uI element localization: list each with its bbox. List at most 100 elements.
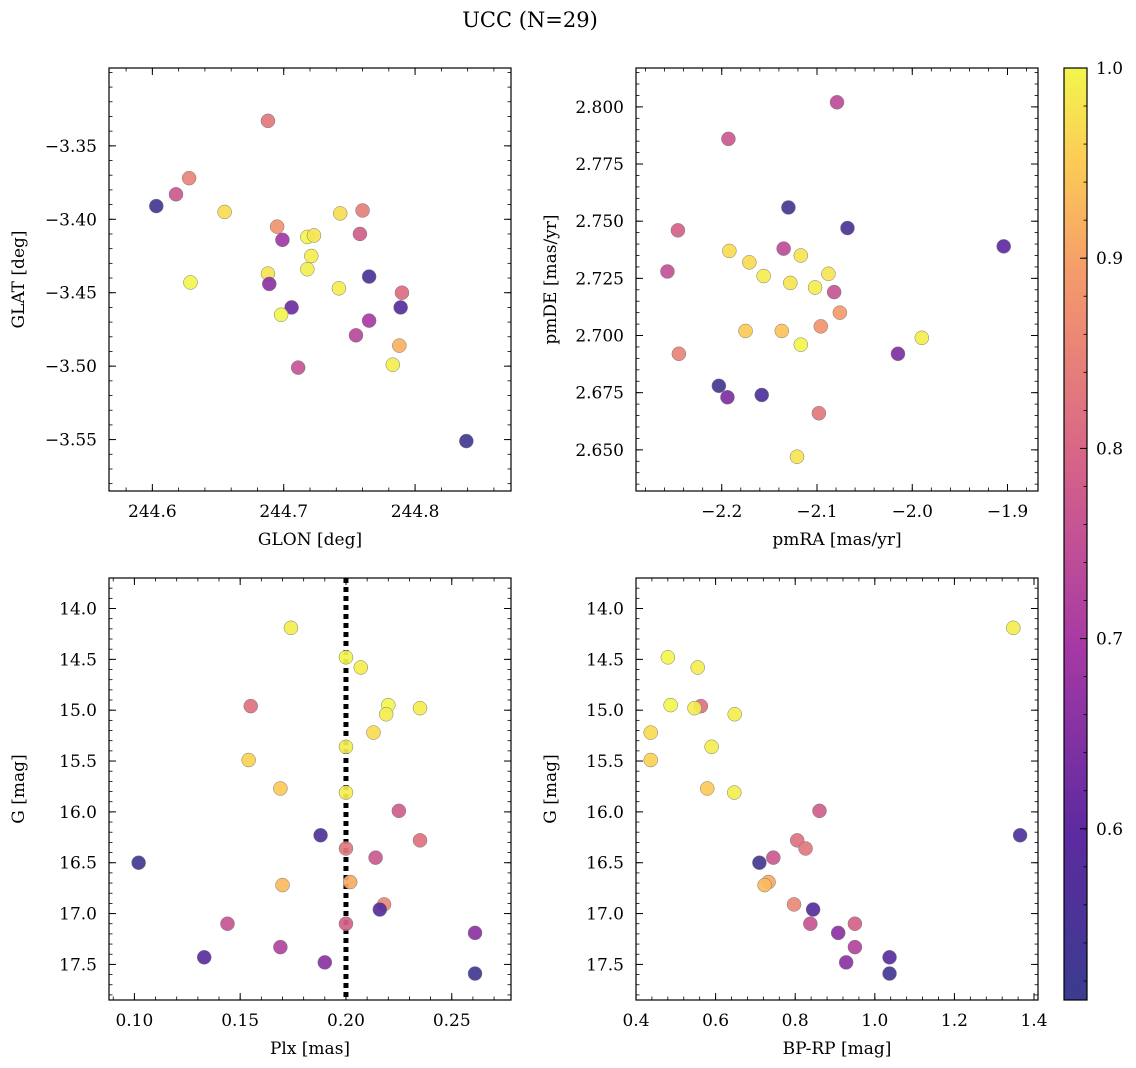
y-tick-label: −3.45 (45, 284, 97, 304)
data-point (832, 305, 848, 320)
data-point (690, 660, 705, 675)
y-tick-label: −3.50 (45, 357, 97, 377)
data-point (830, 925, 846, 941)
colorbar-tick-label: 1.0 (1096, 59, 1123, 79)
data-point (643, 752, 658, 768)
panel-glon-glat: 244.6 244.7 244.8 −3.35 −3.40 −3.45 −3.50 −3.55… (9, 67, 512, 550)
scatter-points (131, 620, 483, 981)
y-tick-label: 2.750 (575, 212, 624, 232)
data-point (183, 275, 198, 290)
y-tick-label: 2.675 (575, 384, 624, 404)
data-point (670, 223, 686, 238)
data-point (838, 955, 854, 970)
data-point (394, 285, 410, 300)
y-tick-label: 16.0 (586, 803, 624, 823)
axes-frame (108, 577, 512, 1001)
data-point (313, 828, 328, 843)
data-point (361, 313, 377, 328)
data-point (149, 198, 164, 214)
data-point (1006, 620, 1021, 636)
x-tick-label: 244.7 (259, 502, 308, 522)
data-point (372, 902, 388, 917)
data-point (338, 841, 354, 856)
x-axis-label: BP-RP [mag] (783, 1039, 892, 1059)
data-point (269, 219, 285, 234)
data-point (378, 707, 394, 722)
x-tick-label: 244.8 (391, 502, 440, 522)
data-point (241, 752, 256, 768)
data-point (813, 319, 829, 334)
data-point (412, 833, 428, 848)
data-point (840, 220, 855, 236)
x-axis-label: Plx [mas] (270, 1039, 350, 1059)
data-point (756, 268, 771, 284)
data-point (355, 203, 370, 218)
data-point (131, 855, 146, 870)
y-tick-label: 14.5 (586, 650, 624, 670)
data-point (300, 261, 315, 277)
x-tick-label: 1.0 (861, 1011, 888, 1031)
x-tick-label: 0.15 (221, 1011, 259, 1031)
data-point (882, 966, 897, 981)
data-point (262, 276, 277, 292)
y-tick-label: 15.5 (59, 752, 97, 772)
data-point (776, 241, 791, 256)
y-tick-label: −3.55 (45, 431, 97, 451)
data-point (273, 307, 289, 322)
data-point (826, 284, 842, 300)
x-tick-label: 0.25 (433, 1011, 471, 1031)
data-point (727, 785, 742, 800)
data-point (290, 360, 306, 375)
data-point (738, 323, 753, 339)
panels: 244.6 244.7 244.8 −3.35 −3.40 −3.45 −3.50 −3.55… (9, 67, 1048, 1059)
x-tick-label: −2.0 (892, 502, 933, 522)
data-point (805, 902, 821, 917)
y-tick-label: −3.35 (45, 137, 97, 157)
panel-bprp-g: 0.4 0.6 0.8 1.0 1.2 1.4 14.0 14.5 15.0 15.5 16.0 16… (541, 577, 1048, 1059)
data-point (711, 378, 727, 394)
data-point (284, 300, 299, 315)
data-point (467, 966, 483, 981)
figure-title: UCC (N=29) (462, 8, 598, 32)
data-point (353, 660, 369, 675)
colorbar-tick-label: 0.6 (1096, 820, 1123, 840)
data-point (338, 650, 354, 665)
data-point (807, 280, 823, 295)
y-tick-label: 2.725 (575, 269, 624, 289)
y-axis-label: G [mag] (9, 754, 29, 823)
y-axis-label: pmDE [mas/yr] (541, 214, 561, 344)
colorbar: 0.6 0.7 0.8 0.9 1.0 (1063, 59, 1123, 1001)
data-point (660, 650, 676, 665)
x-tick-label: 0.20 (327, 1011, 365, 1031)
data-point (306, 228, 322, 243)
y-tick-label: 14.0 (59, 600, 97, 620)
data-point (338, 739, 354, 755)
y-tick-label: 14.5 (59, 650, 97, 670)
data-point (275, 232, 290, 248)
data-point (687, 700, 702, 716)
data-point (774, 323, 789, 339)
x-axis-label: GLON [deg] (258, 530, 362, 550)
data-point (752, 855, 767, 870)
data-point (217, 204, 232, 220)
data-point (181, 170, 197, 186)
data-point (391, 803, 407, 819)
x-tick-label: 244.6 (128, 502, 177, 522)
data-point (220, 916, 235, 931)
y-tick-label: 17.0 (586, 905, 624, 925)
y-tick-label: 15.0 (59, 701, 97, 721)
data-point (643, 725, 658, 740)
y-tick-label: 14.0 (586, 600, 624, 620)
colorbar-tick-label: 0.9 (1096, 249, 1123, 269)
data-point (273, 939, 288, 955)
data-point (783, 275, 798, 291)
data-point (385, 357, 401, 372)
data-point (283, 620, 299, 636)
y-tick-label: 17.5 (59, 955, 97, 975)
data-point (882, 950, 897, 965)
data-point (352, 226, 368, 242)
data-point (348, 328, 364, 343)
y-tick-label: 17.5 (586, 955, 624, 975)
x-tick-label: 0.6 (702, 1011, 729, 1031)
axes-frame (635, 577, 1039, 1001)
